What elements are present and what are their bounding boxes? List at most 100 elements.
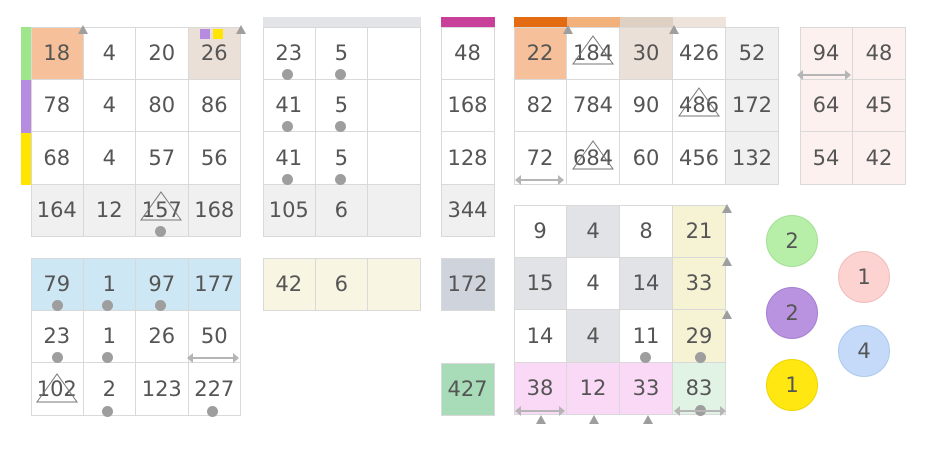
grid-cell[interactable]: 48 (441, 27, 495, 80)
grid-cell[interactable]: 105 (263, 184, 316, 237)
double-arrow-icon (515, 406, 565, 416)
grid-cell[interactable]: 21 (673, 205, 726, 258)
grid-cell[interactable]: 68 (31, 132, 84, 185)
grid-cell[interactable]: 11 (620, 310, 673, 363)
grid-b: 23 5 41 5 41 5 105 6 (263, 27, 421, 237)
grid-cell[interactable]: 168 (441, 79, 495, 132)
grid-cell[interactable]: 12 (83, 184, 136, 237)
color-token[interactable]: 1 (766, 359, 818, 411)
grid-cell[interactable]: 41 (263, 132, 316, 185)
grid-cell[interactable]: 123 (136, 363, 189, 416)
edge-marker-icon (643, 415, 653, 424)
grid-cell[interactable]: 64 (800, 79, 853, 132)
grid-cell[interactable]: 42 (853, 132, 906, 185)
double-arrow-icon (187, 353, 239, 363)
color-token[interactable]: 4 (838, 325, 890, 377)
dot-marker-icon (155, 300, 166, 311)
grid-cell[interactable]: 57 (136, 132, 189, 185)
grid-cell[interactable]: 86 (188, 79, 241, 132)
edge-marker-icon (536, 415, 546, 424)
grid-cell[interactable]: 4 (567, 205, 620, 258)
grid-cell[interactable]: 9 (514, 205, 567, 258)
dot-marker-icon (102, 352, 113, 363)
outline-triangle-icon (572, 140, 614, 170)
edge-marker-icon (563, 25, 573, 34)
grid-h: 172 (441, 258, 495, 311)
grid-cell[interactable] (368, 132, 421, 185)
grid-cell[interactable] (368, 27, 421, 80)
grid-cell[interactable]: 4 (83, 27, 136, 80)
grid-cell[interactable]: 177 (188, 258, 241, 311)
grid-cell[interactable]: 22 (514, 27, 567, 80)
grid-cell[interactable]: 82 (514, 79, 567, 132)
double-arrow-icon (797, 70, 851, 80)
grid-cell[interactable]: 33 (673, 257, 726, 310)
grid-cell[interactable]: 42 (263, 258, 316, 311)
grid-cell[interactable]: 4 (83, 79, 136, 132)
column-strip-beige (673, 17, 726, 27)
grid-cell[interactable]: 4 (567, 257, 620, 310)
row-color-strip-purple (21, 80, 31, 133)
color-token[interactable]: 2 (766, 287, 818, 339)
dot-marker-icon (335, 174, 346, 185)
grid-cell[interactable]: 426 (673, 27, 726, 80)
grid-cell[interactable]: 56 (188, 132, 241, 185)
color-token[interactable]: 1 (838, 251, 890, 303)
edge-marker-icon (722, 310, 732, 319)
grid-cell[interactable]: 8 (620, 205, 673, 258)
grid-cell[interactable]: 6 (315, 258, 368, 311)
grid-cell[interactable]: 486 (673, 79, 726, 132)
grid-cell[interactable]: 4 (83, 132, 136, 185)
grid-cell[interactable] (368, 79, 421, 132)
grid-cell[interactable] (368, 258, 421, 311)
grid-cell[interactable]: 80 (136, 79, 189, 132)
color-marker-icon (213, 29, 223, 39)
grid-cell[interactable]: 14 (620, 257, 673, 310)
grid-cell[interactable]: 45 (853, 79, 906, 132)
edge-marker-icon (669, 25, 679, 34)
column-strip-lightorange (567, 17, 620, 27)
grid-cell[interactable]: 18 (31, 27, 84, 80)
grid-cell[interactable]: 15 (514, 257, 567, 310)
grid-cell[interactable]: 33 (620, 362, 673, 415)
grid-cell[interactable]: 168 (188, 184, 241, 237)
grid-cell[interactable]: 184 (567, 27, 620, 80)
grid-cell[interactable]: 30 (620, 27, 673, 80)
grid-cell[interactable] (368, 184, 421, 237)
grid-cell[interactable]: 14 (514, 310, 567, 363)
dot-marker-icon (52, 300, 63, 311)
dot-marker-icon (335, 69, 346, 80)
grid-cell[interactable]: 172 (726, 79, 779, 132)
grid-cell[interactable]: 90 (620, 79, 673, 132)
grid-cell[interactable]: 6 (315, 184, 368, 237)
grid-cell[interactable]: 94 (800, 27, 853, 80)
grid-cell[interactable]: 54 (800, 132, 853, 185)
dot-marker-icon (102, 300, 113, 311)
grid-cell[interactable]: 20 (136, 27, 189, 80)
grid-cell[interactable]: 52 (726, 27, 779, 80)
grid-cell[interactable]: 784 (567, 79, 620, 132)
grid-cell[interactable]: 172 (441, 258, 495, 311)
grid-i: 427 (441, 363, 495, 416)
grid-cell[interactable]: 26 (136, 310, 189, 363)
edge-marker-icon (78, 25, 88, 34)
grid-cell[interactable]: 60 (620, 132, 673, 185)
grid-cell[interactable]: 684 (567, 132, 620, 185)
grid-cell[interactable]: 132 (726, 132, 779, 185)
grid-cell[interactable]: 4 (567, 310, 620, 363)
grid-cell[interactable]: 102 (31, 363, 84, 416)
dot-marker-icon (640, 352, 651, 363)
grid-cell[interactable]: 48 (853, 27, 906, 80)
grid-cell[interactable]: 12 (567, 362, 620, 415)
dot-marker-icon (207, 406, 218, 417)
grid-cell[interactable]: 427 (441, 363, 495, 416)
dot-marker-icon (52, 352, 63, 363)
dot-marker-icon (282, 69, 293, 80)
dot-marker-icon (102, 406, 113, 417)
grid-cell[interactable]: 344 (441, 184, 495, 237)
grid-cell[interactable]: 456 (673, 132, 726, 185)
color-token[interactable]: 2 (766, 215, 818, 267)
grid-cell[interactable]: 128 (441, 132, 495, 185)
grid-cell[interactable]: 164 (31, 184, 84, 237)
grid-cell[interactable]: 78 (31, 79, 84, 132)
